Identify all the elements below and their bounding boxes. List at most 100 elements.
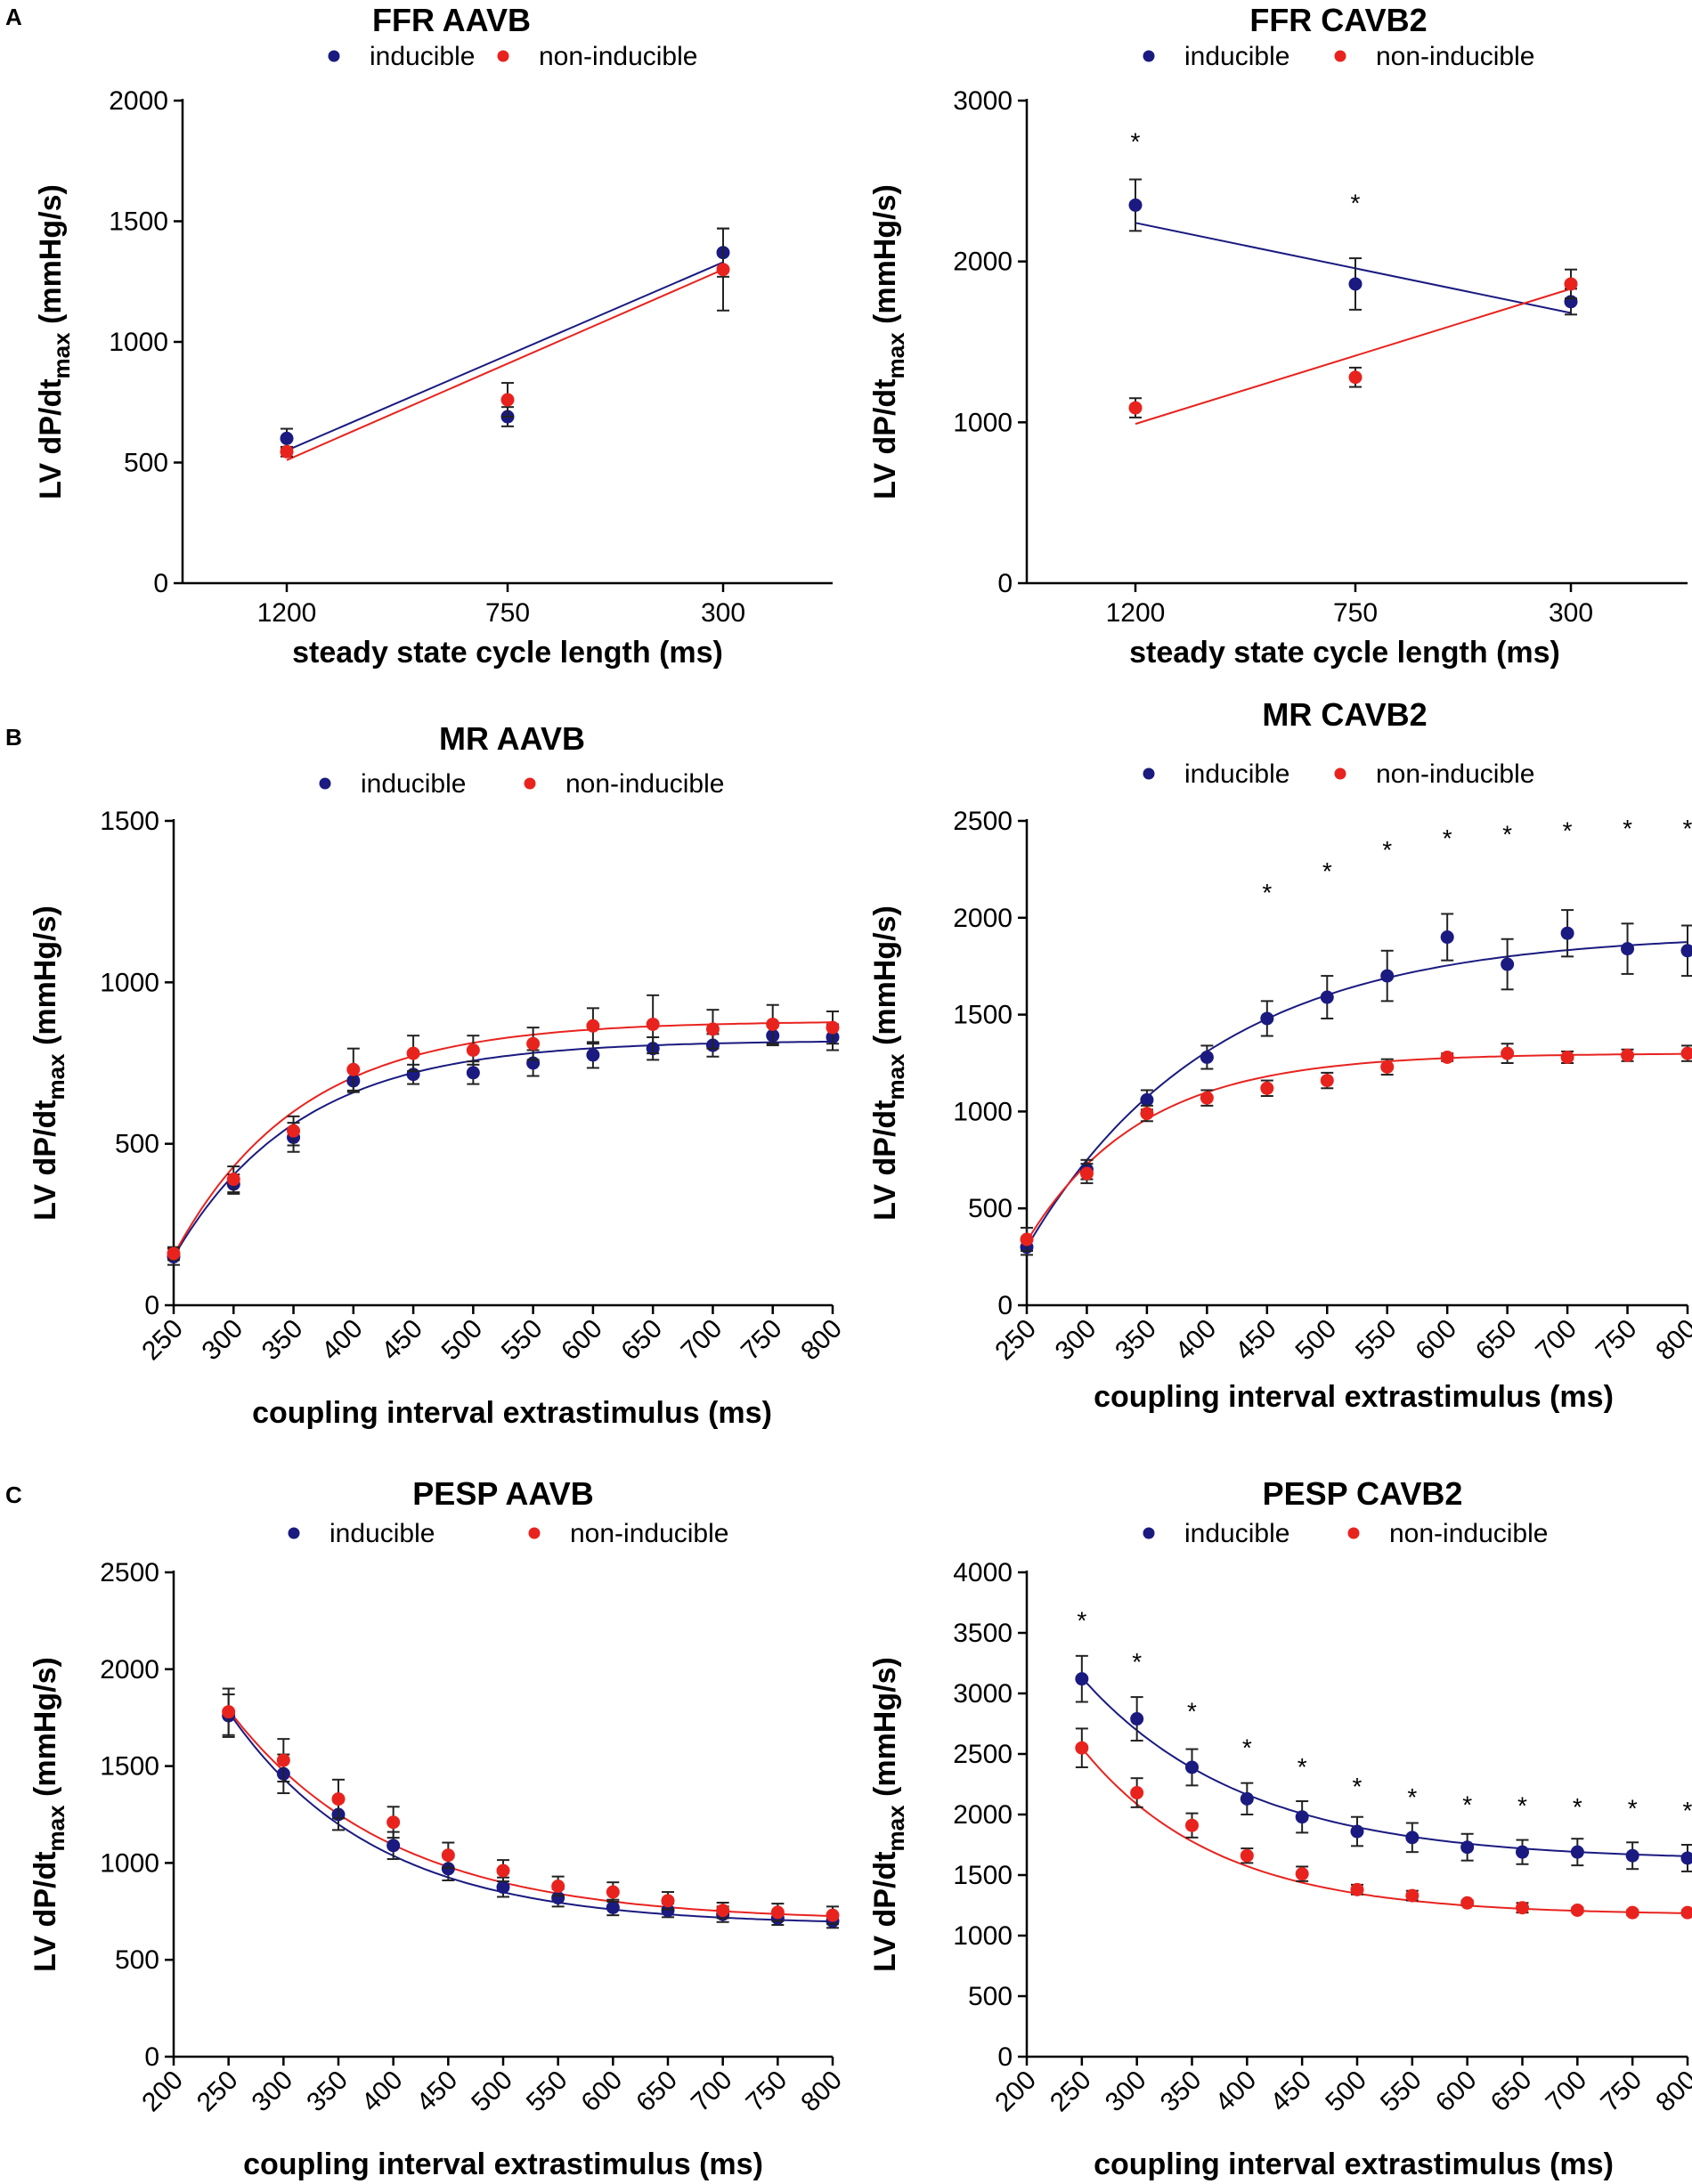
x-tick-label: 700 — [1530, 1314, 1582, 1367]
x-tick-label: 300 — [701, 598, 745, 628]
y-tick-label: 2000 — [109, 86, 168, 116]
y-tick-label: 0 — [997, 1291, 1013, 1320]
x-tick-label: 800 — [795, 2066, 848, 2118]
fit-curve-inducible — [173, 1040, 834, 1258]
x-tick-label: 400 — [316, 1314, 369, 1367]
y-tick-label: 2500 — [953, 1740, 1013, 1769]
data-point-non-inducible — [500, 393, 515, 407]
legend-marker-non-inducible — [524, 777, 536, 790]
panel-letter-c: C — [5, 1482, 22, 1508]
x-tick-label: 250 — [989, 1314, 1042, 1367]
x-tick-label: 450 — [1265, 2066, 1317, 2118]
significance-star: * — [1132, 1648, 1142, 1676]
y-tick-label: 2000 — [953, 904, 1013, 933]
data-point-inducible — [586, 1048, 600, 1062]
y-axis-label: LV dP/dtmax (mmHg/s) — [28, 905, 69, 1221]
data-point-non-inducible — [276, 1753, 290, 1767]
y-axis-label-sub: max — [883, 332, 909, 379]
x-tick-label: 750 — [1590, 1314, 1643, 1367]
x-tick-label: 500 — [1320, 2066, 1372, 2118]
x-tick-label: 250 — [1045, 2066, 1097, 2118]
data-point-non-inducible — [705, 1022, 720, 1036]
significance-star: * — [1443, 824, 1452, 852]
y-axis-label-sub: max — [43, 1053, 69, 1100]
x-tick-label: 550 — [1350, 1314, 1403, 1367]
data-point-non-inducible — [441, 1848, 455, 1863]
y-axis-label-sub: max — [43, 1805, 69, 1852]
y-tick-label: 0 — [144, 1291, 159, 1320]
x-tick-label: 600 — [556, 1314, 608, 1367]
y-tick-label: 0 — [144, 2042, 159, 2072]
data-point-inducible — [1621, 942, 1635, 956]
legend-marker-non-inducible — [1334, 767, 1346, 780]
fit-line-inducible — [286, 261, 724, 451]
panel-letter-b: B — [5, 724, 22, 751]
x-tick-label: 450 — [411, 2066, 464, 2118]
legend-label: non-inducible — [539, 42, 697, 71]
y-tick-label: 1000 — [100, 1848, 159, 1878]
y-axis-label-sub: max — [48, 332, 75, 379]
fit-curve-inducible — [1081, 1677, 1688, 1857]
y-tick-label: 1500 — [953, 1861, 1013, 1890]
legend-marker-inducible — [1143, 50, 1155, 62]
data-point-non-inducible — [1570, 1903, 1584, 1917]
y-tick-label: 500 — [124, 449, 168, 478]
legend-marker-inducible — [1143, 767, 1155, 780]
legend-label: inducible — [370, 42, 475, 71]
x-tick-label: 500 — [466, 2066, 518, 2118]
y-axis-label: LV dP/dtmax (mmHg/s) — [868, 1657, 909, 1972]
y-tick-label: 0 — [153, 569, 168, 598]
y-axis-label-unit: (mmHg/s) — [868, 1657, 902, 1805]
data-point-inducible — [1320, 990, 1334, 1004]
y-tick-label: 2500 — [100, 1558, 159, 1587]
fit-curve-inducible — [227, 1711, 834, 1923]
legend-marker-inducible — [328, 50, 340, 62]
y-axis-label-unit: (mmHg/s) — [28, 905, 62, 1053]
data-point-non-inducible — [716, 263, 730, 277]
x-tick-label: 300 — [1549, 598, 1593, 628]
legend-label: inducible — [329, 1519, 435, 1548]
data-point-inducible — [1380, 969, 1395, 983]
x-tick-label: 350 — [1110, 1314, 1162, 1367]
data-point-inducible — [1260, 1011, 1274, 1026]
data-point-non-inducible — [406, 1046, 420, 1060]
legend-marker-inducible — [1143, 1527, 1155, 1539]
x-tick-label: 450 — [376, 1314, 428, 1367]
significance-star: * — [1297, 1753, 1307, 1781]
y-tick-label: 500 — [968, 1982, 1013, 2011]
data-point-inducible — [1501, 957, 1515, 971]
data-point-non-inducible — [1130, 1786, 1144, 1800]
legend-label: non-inducible — [570, 1519, 728, 1548]
data-point-non-inducible — [1501, 1046, 1515, 1060]
significance-star: * — [1502, 821, 1512, 848]
y-tick-label: 3000 — [953, 1679, 1013, 1709]
x-tick-label: 750 — [1595, 2066, 1647, 2118]
data-point-non-inducible — [826, 1908, 840, 1922]
x-tick-label: 300 — [1050, 1314, 1102, 1367]
data-point-inducible — [496, 1880, 510, 1895]
data-point-non-inducible — [1079, 1166, 1094, 1181]
y-tick-label: 2000 — [953, 248, 1013, 277]
fit-curve-non-inducible — [1026, 1052, 1688, 1242]
x-axis-label: coupling interval extrastimulus (ms) — [1094, 1380, 1614, 1414]
data-point-inducible — [1130, 1712, 1144, 1726]
x-tick-label: 550 — [1375, 2066, 1428, 2118]
chart-mr-cavb2: MR CAVB2 inducible non-inducible 0 500 1000 15… — [868, 696, 1692, 1414]
data-point-non-inducible — [386, 1815, 401, 1830]
data-point-non-inducible — [167, 1246, 181, 1261]
significance-star: * — [1623, 815, 1632, 842]
data-point-non-inducible — [1240, 1848, 1254, 1863]
x-tick-label: 350 — [1155, 2066, 1208, 2118]
fit-curve-non-inducible — [173, 1021, 833, 1256]
data-point-inducible — [661, 1904, 675, 1918]
data-point-non-inducible — [1625, 1905, 1639, 1920]
legend-label: inducible — [1184, 42, 1289, 71]
data-point-inducible — [1680, 1851, 1692, 1865]
y-axis-label-main: LV dP/dt — [868, 1851, 902, 1971]
data-point-non-inducible — [1140, 1107, 1154, 1121]
significance-star: * — [1131, 128, 1141, 156]
x-tick-label: 1200 — [257, 598, 317, 628]
y-tick-label: 500 — [115, 1945, 159, 1975]
x-tick-label: 600 — [576, 2066, 629, 2118]
data-point-non-inducible — [280, 444, 294, 459]
